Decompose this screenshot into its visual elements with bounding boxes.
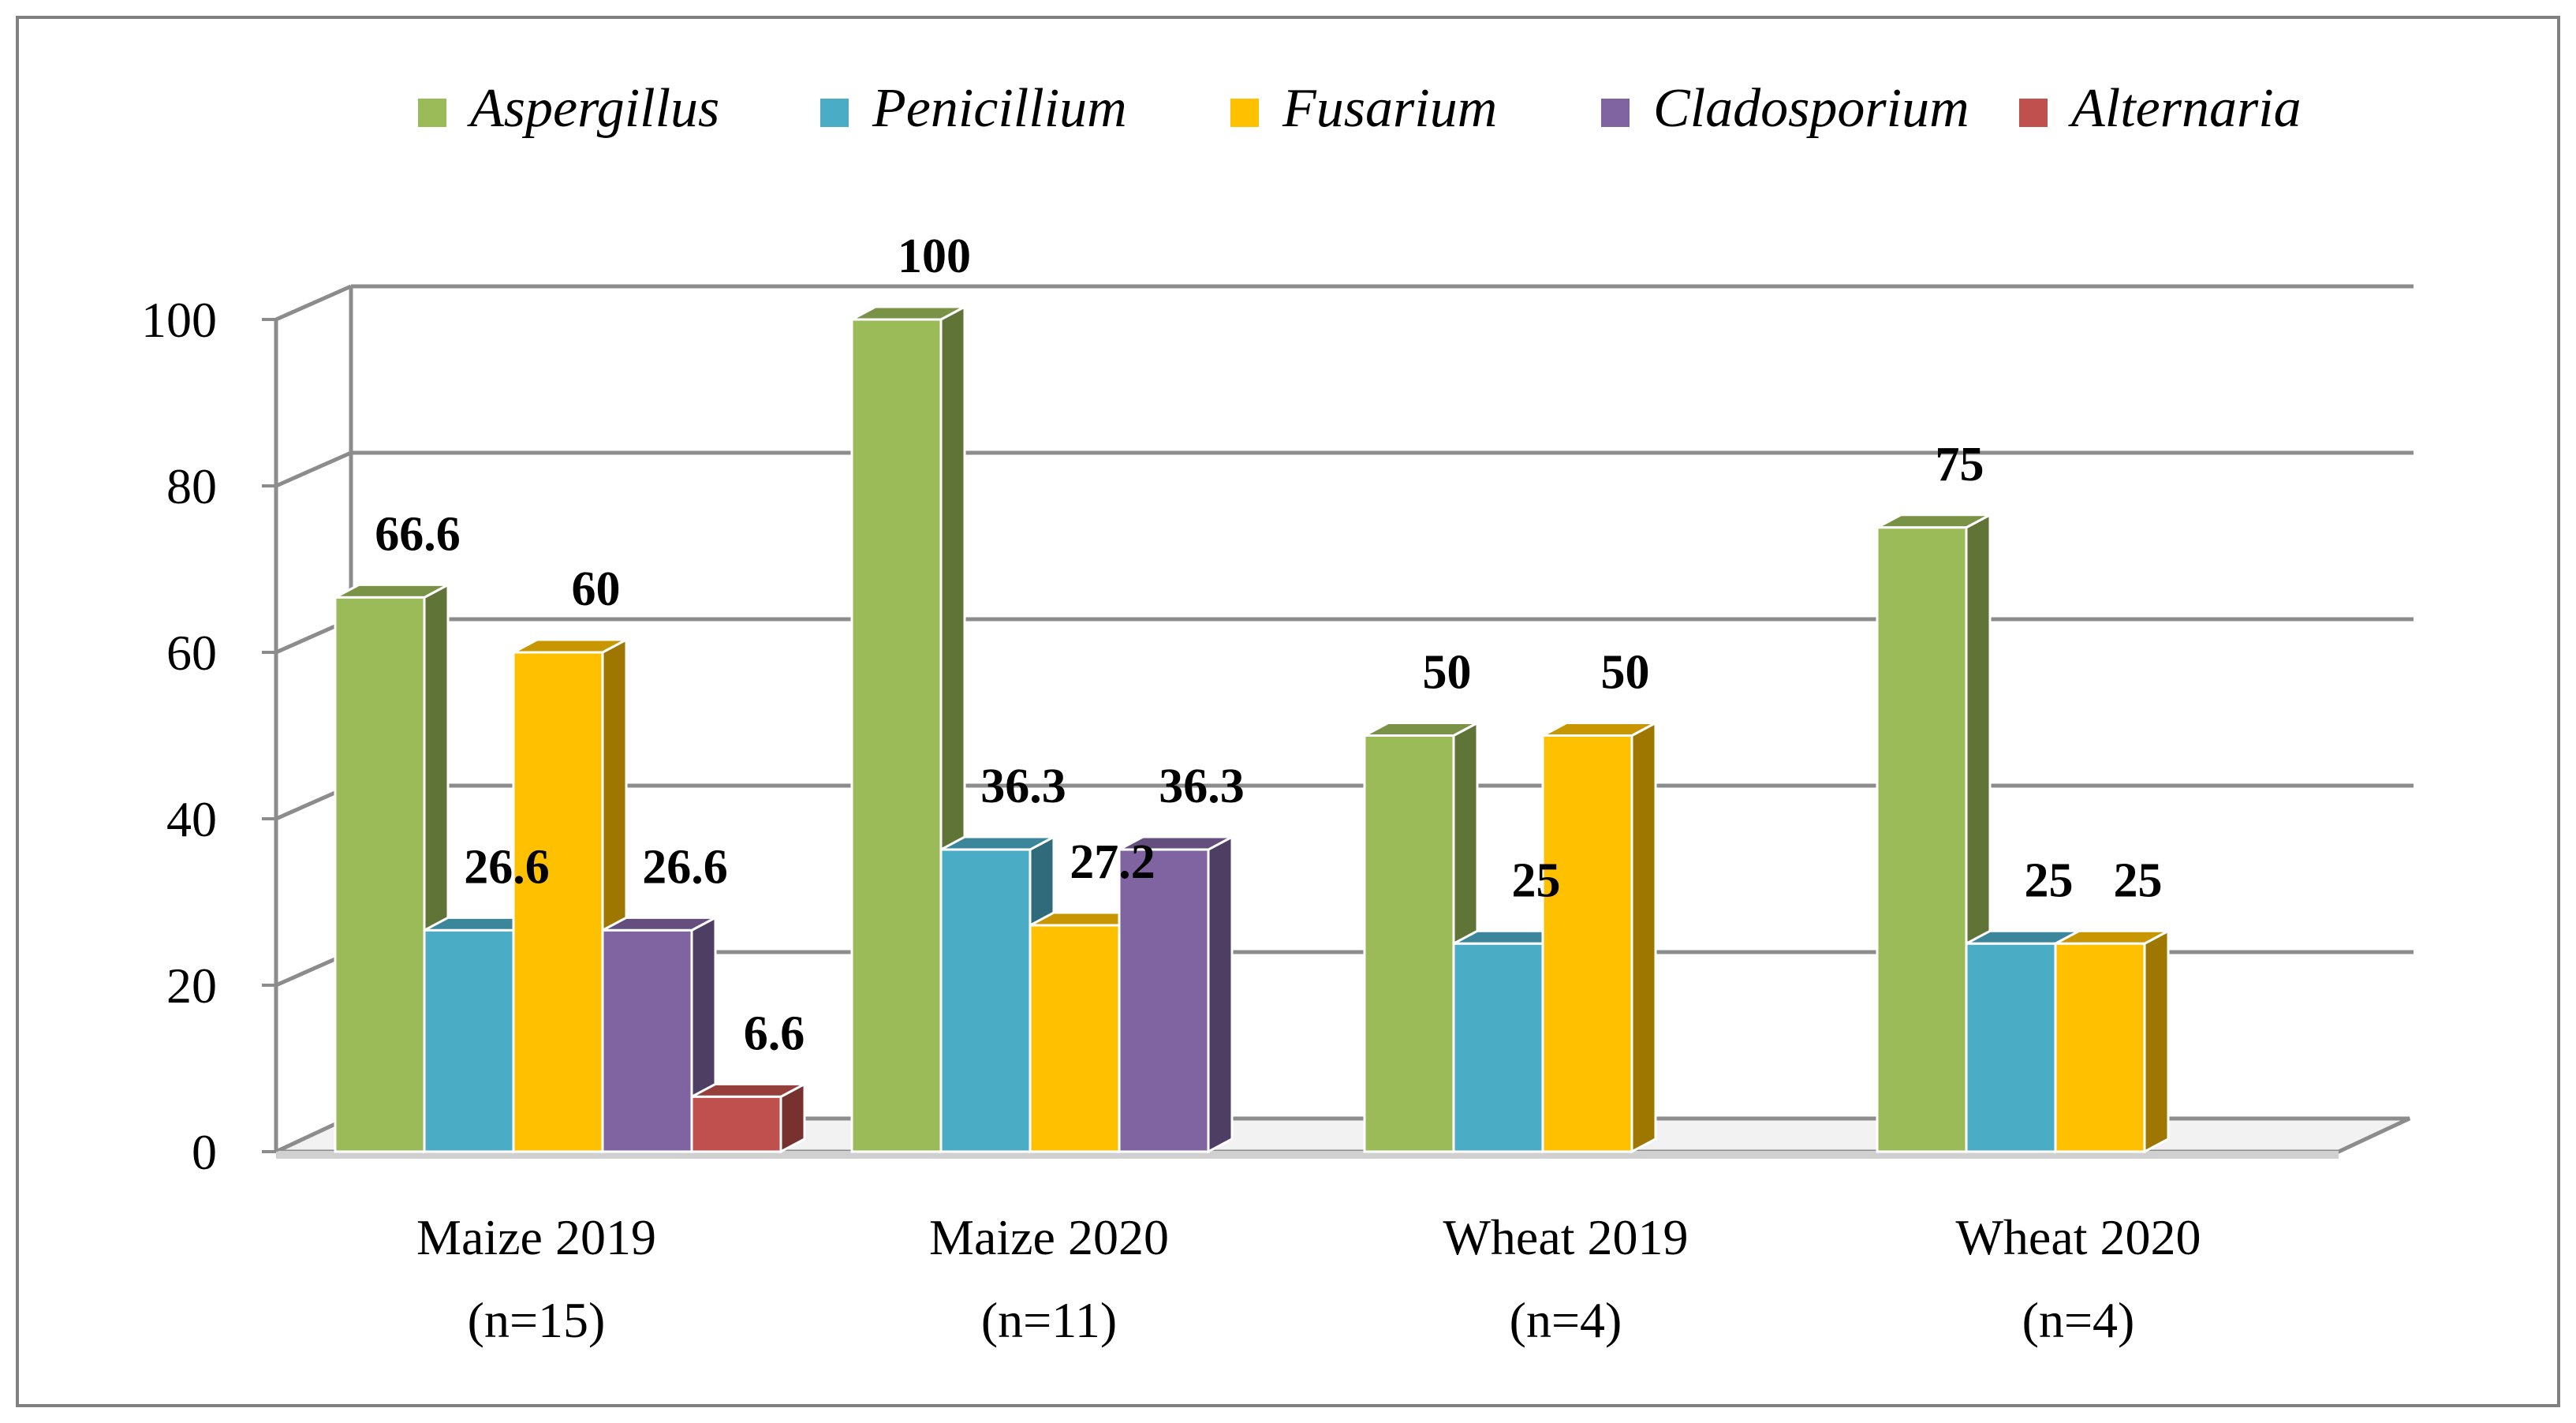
legend-label-aspergillus: Aspergillus — [467, 78, 719, 139]
bar-front — [512, 651, 604, 1153]
y-tick-label: 20 — [166, 958, 217, 1014]
legend-label-penicillium: Penicillium — [872, 78, 1127, 139]
bar-front — [1452, 942, 1544, 1153]
data-labels: 66.6 26.6 60 26.6 6.6 100 36.327.236.3 50 25 50 75… — [375, 230, 2162, 1060]
data-label: 100 — [898, 230, 971, 283]
legend-label-alternaria: Alternaria — [2068, 78, 2302, 139]
bar-front — [334, 596, 426, 1153]
x-category-label: (n=4) — [1510, 1292, 1622, 1348]
x-category-label: Maize 2019 — [416, 1209, 656, 1265]
data-label: 25 — [1512, 853, 1561, 907]
bar-front — [1363, 734, 1455, 1153]
gridline-depth — [274, 284, 353, 322]
y-tick-label: 60 — [166, 625, 217, 681]
legend-swatch-penicillium — [820, 99, 849, 127]
bar-front — [939, 848, 1032, 1153]
legend-swatch-alternaria — [2019, 99, 2048, 127]
y-tick-label: 40 — [166, 791, 217, 847]
bar-front — [1118, 848, 1210, 1153]
bar-side — [1207, 835, 1234, 1154]
bar-penicillium-3 — [1965, 928, 2081, 1154]
data-label: 50 — [1601, 646, 1650, 700]
bar-front — [1029, 924, 1121, 1153]
legend-swatch-fusarium — [1230, 99, 1259, 127]
bar-front — [423, 928, 515, 1153]
data-label: 25 — [2114, 853, 2163, 907]
bar-front — [601, 928, 693, 1153]
legend-label-cladosporium: Cladosporium — [1653, 78, 1969, 139]
bar-cladosporium-1 — [1118, 835, 1234, 1154]
bar-fusarium-2 — [1541, 721, 1657, 1154]
legend-swatch-cladosporium — [1601, 99, 1630, 127]
x-category-label: (n=15) — [468, 1292, 606, 1348]
data-label: 25 — [2025, 853, 2074, 907]
x-category-label: Maize 2020 — [929, 1209, 1169, 1265]
y-tick-label: 100 — [141, 292, 217, 348]
data-label: 50 — [1423, 646, 1472, 700]
data-label: 36.3 — [980, 760, 1066, 813]
data-label: 26.6 — [642, 840, 728, 894]
data-label: 36.3 — [1159, 760, 1245, 813]
bar-fusarium-3 — [2054, 928, 2170, 1154]
bar-alternaria-0 — [690, 1081, 806, 1154]
bars — [334, 304, 2170, 1154]
data-label: 26.6 — [464, 840, 550, 894]
y-tick-label: 0 — [192, 1124, 217, 1180]
bar-front — [850, 318, 943, 1153]
y-tick-label: 80 — [166, 458, 217, 514]
gridline-depth — [274, 450, 353, 488]
bar-front — [2054, 942, 2146, 1153]
data-label: 27.2 — [1070, 835, 1155, 889]
bar-side — [2143, 928, 2170, 1154]
data-label: 6.6 — [744, 1007, 805, 1060]
bar-aspergillus-3 — [1876, 513, 1992, 1154]
bar-front — [1541, 734, 1633, 1153]
bar-front — [1876, 526, 1968, 1153]
data-label: 75 — [1936, 438, 1984, 491]
data-label: 66.6 — [375, 507, 461, 561]
x-category-label: Wheat 2019 — [1443, 1209, 1689, 1265]
bar-side — [1630, 721, 1657, 1154]
x-category-label: Wheat 2020 — [1956, 1209, 2201, 1265]
legend-label-fusarium: Fusarium — [1282, 78, 1497, 139]
data-label: 60 — [572, 562, 621, 616]
x-axis: Maize 2019 (n=15) Maize 2020 (n=11) Wheat 20… — [416, 1209, 2201, 1348]
bar-aspergillus-0 — [334, 582, 450, 1154]
bar-front — [690, 1095, 782, 1153]
x-category-label: (n=11) — [981, 1292, 1117, 1348]
legend-swatch-aspergillus — [418, 99, 446, 127]
bar-front — [1965, 942, 2057, 1153]
legend: Aspergillus Penicillium Fusarium Cladospori… — [418, 78, 2302, 139]
y-axis: 0 20 40 60 80 100 — [141, 292, 278, 1180]
x-category-label: (n=4) — [2022, 1292, 2135, 1348]
